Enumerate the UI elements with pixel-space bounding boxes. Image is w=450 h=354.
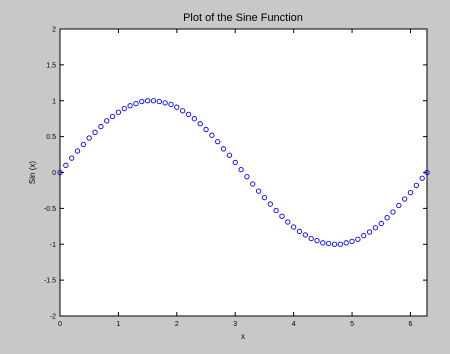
data-point (139, 98, 145, 105)
data-point (326, 240, 332, 247)
y-axis-ticks: -2 -1.5 -1 -0.5 0 0.5 1 1.5 2 (44, 27, 427, 321)
data-point (150, 98, 157, 104)
data-point (215, 138, 221, 145)
data-point (226, 152, 233, 158)
data-point (261, 194, 268, 201)
data-point (197, 121, 203, 127)
data-point (401, 196, 408, 202)
x-tick-label: 3 (233, 321, 237, 328)
y-tick-label: -2 (50, 314, 56, 321)
x-tick-label: 5 (350, 321, 354, 328)
data-point (285, 219, 291, 225)
data-point (80, 141, 87, 148)
data-point (378, 220, 384, 227)
data-point (57, 169, 63, 176)
data-point (238, 166, 244, 173)
plot-area (59, 28, 428, 317)
x-tick-label: 0 (58, 321, 62, 328)
data-point (168, 101, 174, 107)
data-point (296, 228, 303, 234)
data-point (267, 201, 273, 207)
data-point (104, 118, 110, 124)
y-tick-label: 1.5 (46, 62, 56, 69)
y-tick-label: -0.5 (44, 206, 56, 213)
x-axis-label: x (241, 332, 245, 341)
data-point (314, 238, 320, 244)
data-point (203, 126, 209, 133)
data-point (372, 225, 379, 231)
y-axis-label: Sin (x) (28, 161, 37, 184)
data-point (424, 169, 430, 176)
x-tick-label: 4 (292, 321, 296, 328)
data-point (355, 236, 361, 242)
data-point (279, 213, 285, 219)
y-tick-label: 1 (52, 98, 56, 105)
y-tick-label: 0 (52, 170, 56, 177)
data-point (343, 240, 349, 246)
data-point (209, 132, 215, 138)
data-point (180, 108, 186, 114)
data-point (174, 104, 180, 110)
data-point (419, 175, 425, 181)
data-point (384, 215, 390, 221)
data-point (69, 155, 75, 161)
data-point (63, 162, 69, 168)
data-point (255, 188, 262, 194)
data-point (74, 148, 81, 154)
data-point (220, 146, 227, 152)
data-point (390, 209, 396, 215)
data-point (320, 240, 326, 246)
x-tick-label: 2 (175, 321, 179, 328)
data-point (349, 238, 355, 245)
data-point (156, 98, 162, 105)
data-point (331, 241, 338, 247)
data-point (407, 189, 414, 196)
data-point (162, 100, 168, 106)
data-point (302, 232, 308, 238)
data-point (413, 182, 419, 189)
data-point (250, 181, 256, 187)
data-point (127, 103, 133, 109)
y-tick-label: 2 (52, 27, 56, 34)
data-point (133, 100, 139, 107)
data-point (191, 116, 197, 122)
data-points (57, 98, 430, 247)
data-point (144, 98, 151, 104)
y-tick-label: -1.5 (44, 278, 56, 285)
data-point (86, 135, 92, 141)
data-point (115, 109, 122, 115)
y-tick-label: 0.5 (46, 134, 56, 141)
data-point (121, 105, 127, 112)
data-point (185, 111, 192, 118)
x-axis-ticks: 0 1 2 3 4 5 6 (58, 29, 413, 328)
data-point (361, 232, 367, 239)
chart-title: Plot of the Sine Function (183, 12, 303, 24)
data-point (396, 202, 402, 209)
y-tick-label: -1 (50, 242, 56, 249)
data-point (308, 235, 314, 242)
data-point (98, 123, 104, 130)
data-point (92, 129, 98, 135)
data-point (109, 113, 116, 120)
data-point (244, 174, 250, 180)
data-point (273, 207, 279, 214)
data-point (232, 159, 238, 166)
x-tick-label: 6 (409, 321, 413, 328)
x-tick-label: 1 (116, 321, 120, 328)
data-point (290, 224, 297, 230)
data-point (337, 241, 344, 247)
data-point (366, 229, 373, 235)
